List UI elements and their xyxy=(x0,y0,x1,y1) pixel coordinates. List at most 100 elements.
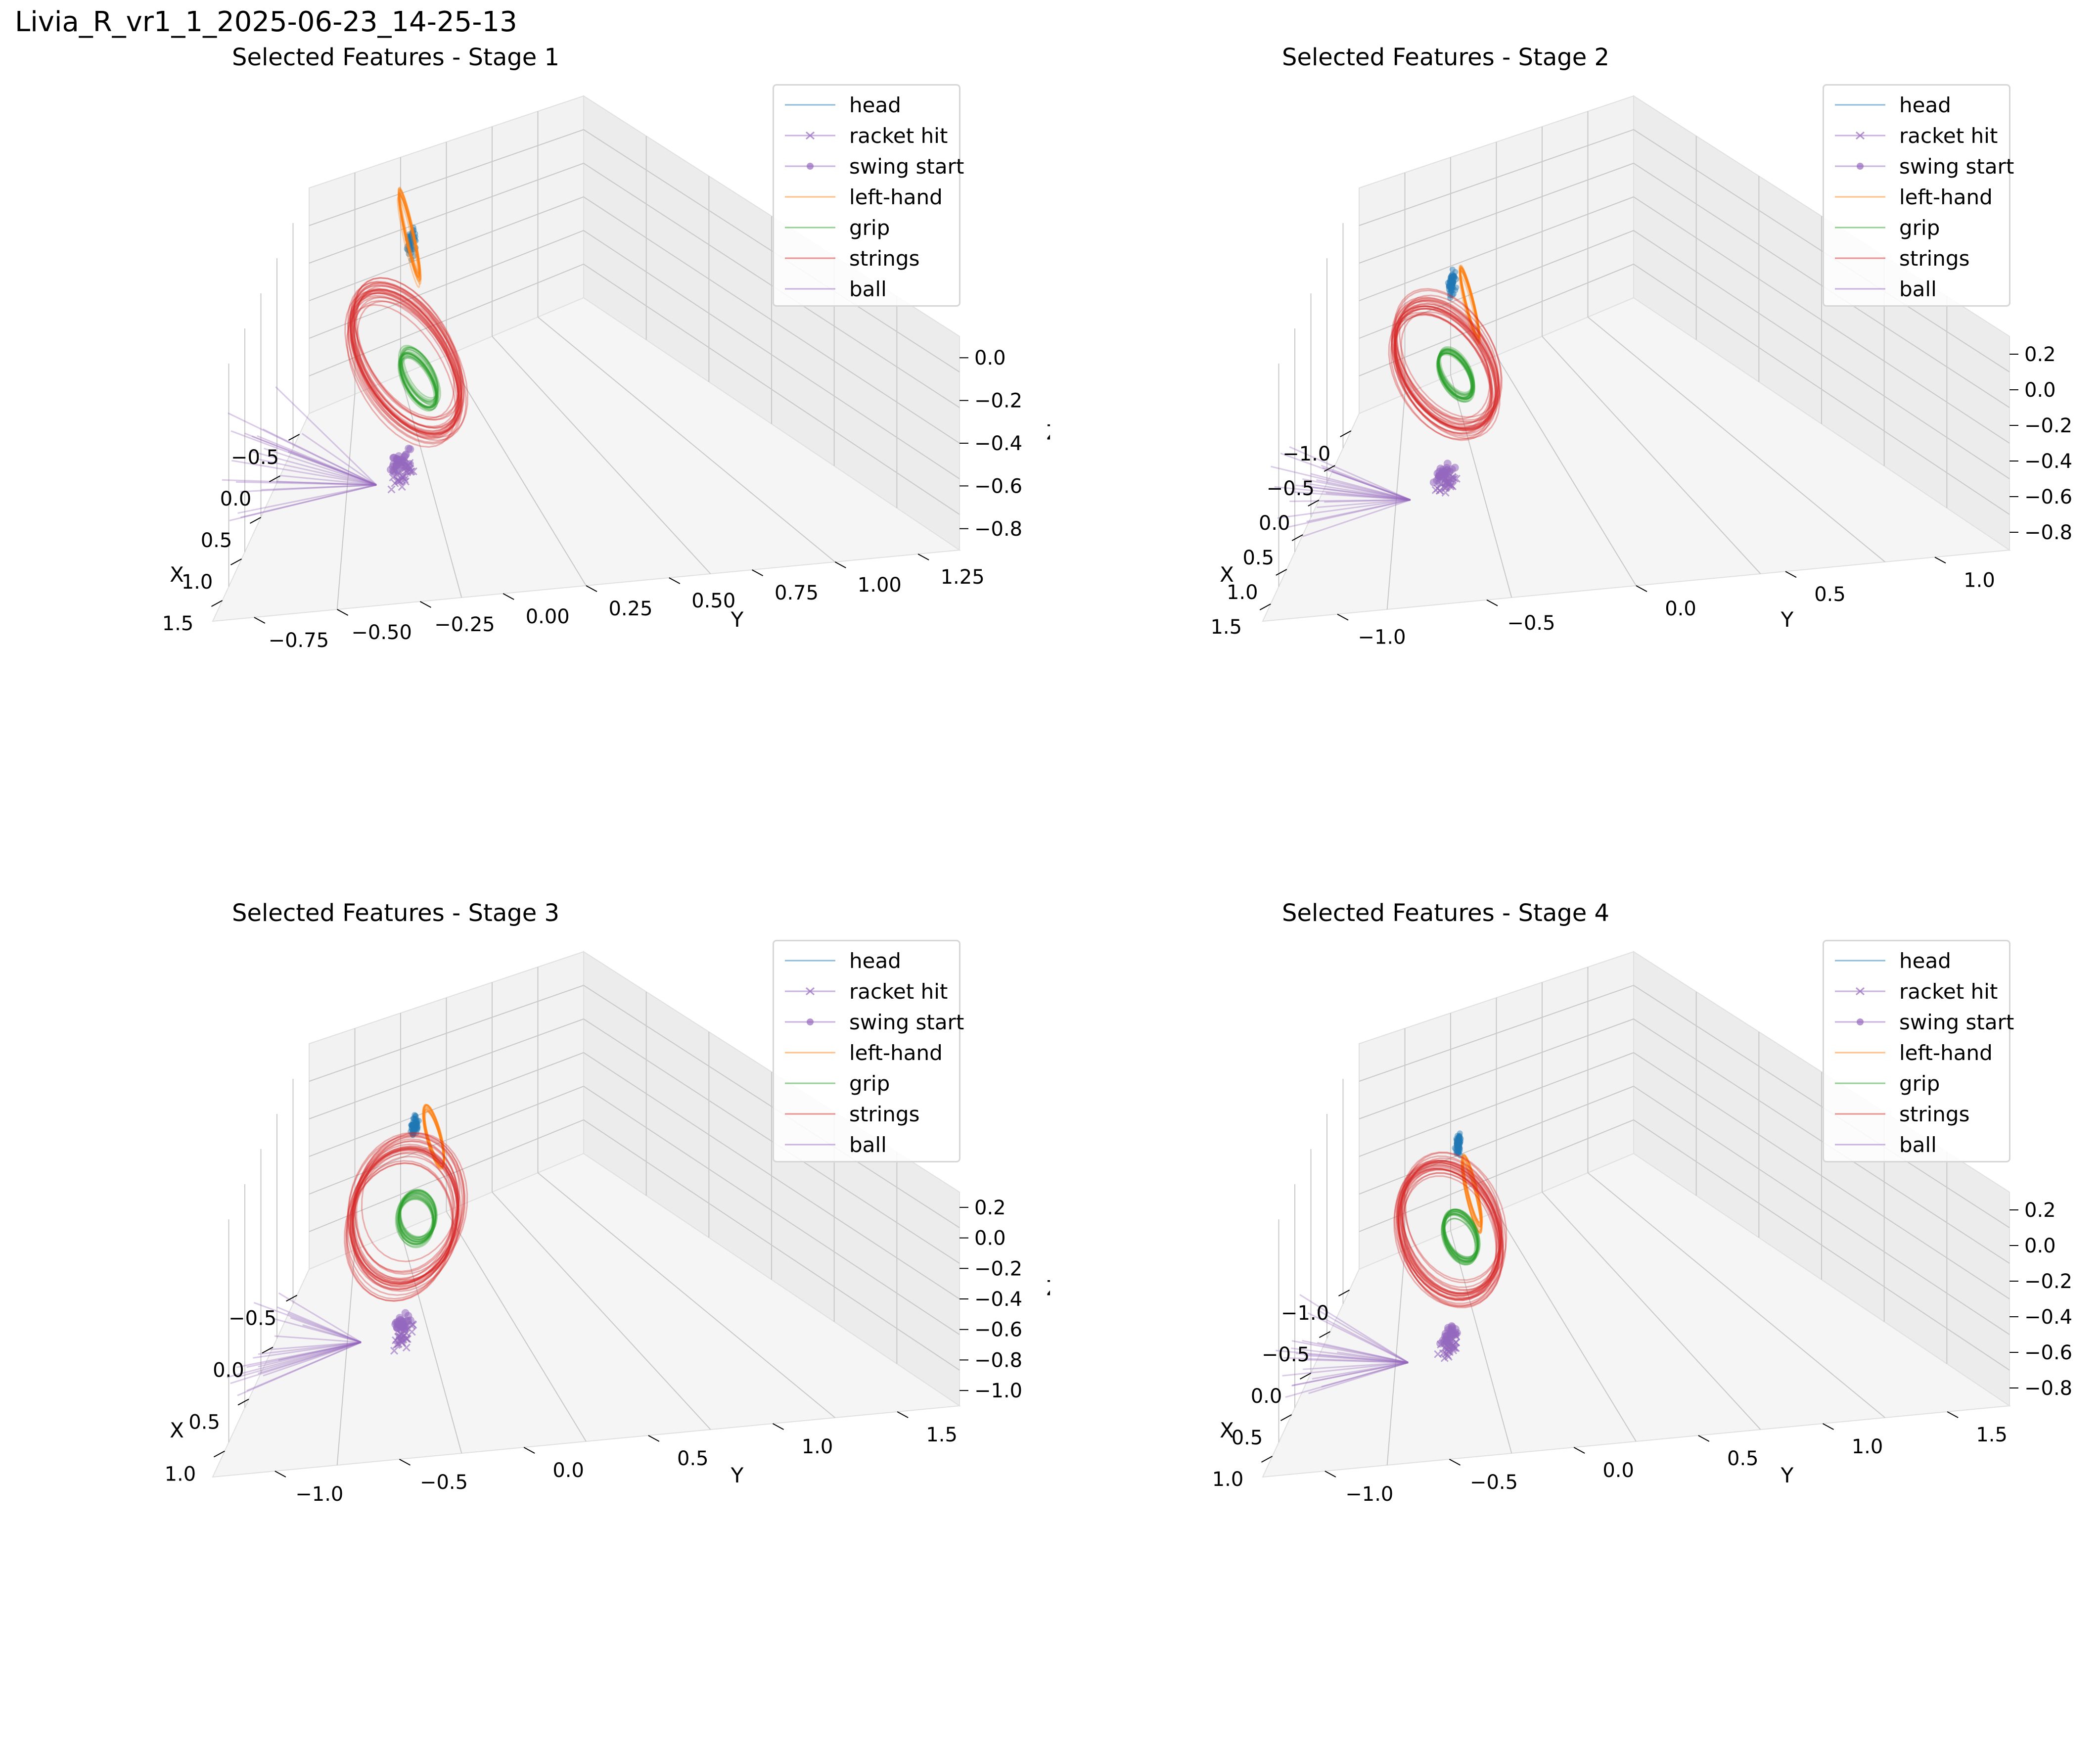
racket-hit-point xyxy=(1449,1346,1458,1355)
plot-3d-stage-2: −1.0 −0.5 0.0 0.5 1.0 1.5 X −1.0 −0.5 0.0 0.5 1.0 Y −… xyxy=(1210,95,2072,649)
strings-trajectory xyxy=(349,1149,458,1290)
legend-swatch xyxy=(785,987,835,996)
z-tick-label: −0.8 xyxy=(974,1349,1022,1372)
head-point xyxy=(1450,280,1456,286)
strings-trajectory xyxy=(349,282,468,438)
grip-trajectory xyxy=(1437,349,1475,400)
series-left-hand xyxy=(397,186,422,288)
legend-item-racket-hit: racket hit xyxy=(783,120,950,151)
series-swing-start xyxy=(1436,1322,1461,1348)
strings-trajectory xyxy=(351,1147,458,1285)
strings-trajectory xyxy=(1391,305,1499,437)
legend-swatch xyxy=(785,960,835,962)
z-tick-label: −0.4 xyxy=(2024,450,2072,473)
head-point xyxy=(1456,1134,1462,1140)
swing-start-point xyxy=(393,1324,402,1332)
head-point xyxy=(1457,1139,1463,1146)
subplot-stage-4: Selected Features - Stage 4 −1.0 −0.5 0.0 0… xyxy=(1050,895,2100,1756)
z-tick-label: −1.0 xyxy=(974,1380,1022,1402)
legend-item-grip: grip xyxy=(1833,1068,2000,1099)
grip-trajectory xyxy=(399,1189,437,1238)
ball-trajectory xyxy=(1312,1362,1409,1380)
ball-trajectory xyxy=(1276,1349,1409,1364)
legend-label: ball xyxy=(849,1132,887,1157)
racket-hit-point xyxy=(1434,1350,1442,1358)
strings-trajectory xyxy=(1396,299,1500,427)
strings-trajectory xyxy=(352,1148,455,1281)
head-point xyxy=(1448,277,1455,283)
head-point xyxy=(1456,1140,1462,1146)
legend: head racket hit swing start left-hand grip st… xyxy=(773,84,964,307)
series-swing-start xyxy=(386,444,414,476)
head-point xyxy=(1456,1138,1462,1144)
ball-trajectory xyxy=(257,435,377,486)
strings-trajectory xyxy=(1401,1155,1503,1288)
subplot-title: Selected Features - Stage 2 xyxy=(1281,44,1610,71)
axes-3d: −0.5 0.0 0.5 1.0 X −1.0 −0.5 0.0 0.5 1.0 1.5 Y −1.0 −… xyxy=(165,951,1050,1506)
strings-trajectory xyxy=(351,1155,457,1291)
head-point xyxy=(1456,1143,1462,1149)
grip-trajectory xyxy=(1441,1212,1478,1264)
legend-label: swing start xyxy=(849,1010,964,1034)
legend-item-strings: strings xyxy=(783,243,950,274)
swing-start-point xyxy=(405,444,413,453)
head-point xyxy=(1456,1144,1462,1150)
legend-swatch xyxy=(1835,1082,1885,1084)
ball-trajectory xyxy=(1291,1362,1409,1386)
strings-trajectory xyxy=(1398,1169,1505,1307)
head-point xyxy=(414,1124,420,1131)
grip-trajectory xyxy=(1443,1217,1477,1265)
head-point xyxy=(406,251,412,257)
plot-3d-stage-3: −0.5 0.0 0.5 1.0 X −1.0 −0.5 0.0 0.5 1.0 1.5 Y −1.0 −… xyxy=(165,951,1050,1506)
left-hand-trajectory xyxy=(1459,270,1480,342)
head-point xyxy=(1454,1140,1460,1147)
ball-trajectory xyxy=(1301,485,1411,501)
head-point xyxy=(411,227,417,233)
head-point xyxy=(406,241,412,247)
z-tick-label: −0.6 xyxy=(2024,1341,2072,1364)
ball-trajectory xyxy=(1324,499,1411,503)
head-point xyxy=(1454,1138,1460,1145)
grip-trajectory xyxy=(1442,1211,1479,1262)
strings-trajectory xyxy=(1400,1159,1507,1299)
head-point xyxy=(410,227,416,233)
head-point xyxy=(1446,286,1452,293)
racket-hit-point xyxy=(391,479,399,487)
y-tick-label: −0.5 xyxy=(1507,612,1555,635)
strings-trajectory xyxy=(349,280,462,428)
ball-trajectory xyxy=(1302,478,1411,501)
head-point xyxy=(1447,279,1453,285)
head-point xyxy=(410,232,416,238)
head-point xyxy=(1450,278,1457,285)
head-point xyxy=(412,1121,419,1128)
grip-trajectory xyxy=(399,1193,434,1239)
strings-trajectory xyxy=(351,292,459,433)
head-point xyxy=(1449,287,1456,293)
ball-trajectory xyxy=(1317,499,1411,508)
strings-trajectory xyxy=(352,1140,460,1280)
head-point xyxy=(413,1120,419,1127)
left-hand-trajectory xyxy=(1459,267,1481,344)
grip-trajectory xyxy=(398,345,440,405)
strings-trajectory xyxy=(352,281,465,429)
z-tick-label: −0.2 xyxy=(974,1257,1022,1280)
left-hand-trajectory xyxy=(398,188,420,275)
left-hand-trajectory xyxy=(397,196,420,288)
y-tick-label: 1.00 xyxy=(858,574,902,597)
left-hand-trajectory xyxy=(397,187,421,280)
head-point xyxy=(410,1126,416,1132)
ball-trajectory xyxy=(1274,486,1411,501)
head-point xyxy=(1453,1146,1459,1153)
legend-item-head: head xyxy=(783,945,950,976)
y-tick-label: −0.5 xyxy=(1470,1471,1518,1494)
grip-trajectory xyxy=(1437,352,1472,399)
grip-trajectory xyxy=(399,346,441,406)
strings-trajectory xyxy=(1393,305,1492,425)
grip-trajectory xyxy=(1443,1218,1478,1266)
legend-swatch xyxy=(1835,163,1885,170)
strings-trajectory xyxy=(347,281,465,435)
ball-trajectory xyxy=(1317,1309,1409,1363)
y-tick-label: 1.0 xyxy=(1963,569,1995,592)
y-tick-label: 1.5 xyxy=(1976,1424,2008,1446)
z-tick-label: −0.8 xyxy=(2024,1377,2072,1400)
